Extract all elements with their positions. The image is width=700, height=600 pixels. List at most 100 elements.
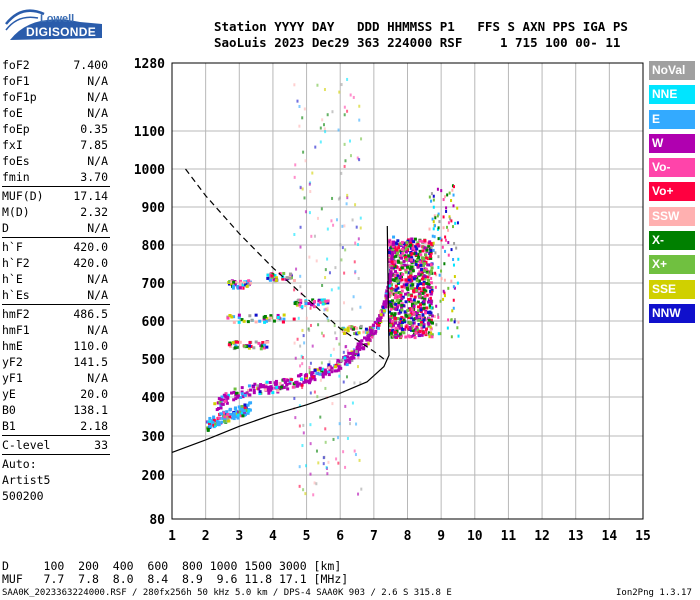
trace-point	[206, 420, 210, 424]
echo-point	[325, 465, 328, 469]
echo-point	[398, 254, 402, 258]
echo-point	[397, 246, 401, 250]
param-row: MUF(D) 17.14	[2, 188, 110, 204]
echo-point	[429, 271, 432, 275]
trace-point	[390, 260, 394, 264]
param-value: N/A	[87, 323, 108, 337]
echo-point	[340, 171, 343, 175]
echo-point	[434, 285, 437, 289]
echo-point	[417, 272, 421, 276]
echo-point	[420, 267, 424, 271]
trace-point	[353, 349, 357, 353]
echo-point	[410, 308, 414, 312]
echo-point	[390, 314, 394, 318]
echo-point	[429, 311, 433, 315]
scaled-parameters-panel: foF2 7.400 foF1 N/A foF1p N/A foE N/A foEp 0.35 fx…	[2, 57, 110, 504]
trace-point	[227, 419, 231, 423]
echo-point	[400, 315, 404, 319]
file-info: SAA0K_2023363224000.RSF / 280fx256h 50 k…	[2, 588, 452, 598]
echo-point	[331, 196, 334, 200]
trace-point	[366, 342, 370, 346]
param-row: yF2 141.5	[2, 354, 110, 370]
echo-point	[349, 154, 352, 158]
trace-point	[282, 377, 286, 381]
trace-point	[384, 299, 388, 303]
echo-point	[400, 285, 404, 289]
trace-point	[235, 409, 239, 413]
echo-point	[245, 284, 249, 288]
echo-point	[262, 346, 266, 350]
trace-point	[300, 377, 304, 381]
echo-point	[391, 263, 395, 267]
trace-point	[379, 310, 383, 314]
echo-point	[262, 317, 266, 321]
echo-point	[422, 288, 426, 292]
param-row: h`F 420.0	[2, 239, 110, 255]
param-value: N/A	[87, 90, 108, 104]
echo-point	[447, 318, 450, 322]
trace-point	[392, 235, 396, 239]
echo-point	[410, 265, 414, 269]
param-row: foF2 7.400	[2, 57, 110, 73]
trace-point	[237, 405, 241, 409]
echo-point	[428, 195, 431, 199]
echo-point	[414, 259, 418, 263]
echo-point	[411, 329, 415, 333]
trace-point	[286, 387, 290, 391]
echo-point	[353, 449, 356, 453]
trace-point	[240, 386, 244, 390]
echo-point	[404, 268, 408, 272]
echo-point	[316, 303, 320, 307]
echo-point	[431, 321, 435, 325]
legend-item-w: W	[649, 133, 695, 153]
echo-point	[231, 286, 235, 290]
echo-point	[453, 320, 456, 324]
echo-point	[391, 278, 395, 282]
echo-point	[326, 227, 329, 231]
trace-point	[236, 413, 240, 417]
echo-point	[298, 124, 301, 128]
echo-point	[248, 314, 252, 318]
param-row: foF1p N/A	[2, 89, 110, 105]
trace-point	[305, 379, 309, 383]
trace-point	[232, 390, 236, 394]
trace-point	[214, 422, 218, 426]
echo-point	[427, 300, 431, 304]
param-row: hmE 110.0	[2, 338, 110, 354]
param-value: N/A	[87, 371, 108, 385]
echo-point	[242, 319, 246, 323]
echo-point	[395, 251, 399, 255]
echo-point	[405, 314, 409, 318]
trace-point	[291, 385, 295, 389]
echo-point	[407, 327, 411, 331]
echo-point	[429, 302, 433, 306]
echo-point	[388, 321, 392, 325]
trace-point	[323, 368, 327, 372]
trace-point	[246, 411, 250, 415]
echo-point	[419, 321, 423, 325]
trace-point	[347, 358, 351, 362]
echo-point	[453, 241, 456, 245]
param-value: 110.0	[73, 339, 108, 353]
trace-point	[258, 385, 262, 389]
echo-point	[434, 271, 437, 275]
echo-point	[238, 286, 242, 290]
echo-point	[427, 317, 431, 321]
trace-point	[219, 406, 223, 410]
echo-point	[403, 285, 407, 289]
echo-point	[429, 299, 433, 303]
y-tick-label: 1280	[134, 57, 165, 72]
echo-point	[422, 299, 426, 303]
echo-point	[259, 347, 263, 351]
echo-point	[411, 267, 415, 271]
echo-point	[427, 311, 431, 315]
trace-point	[339, 366, 343, 370]
echo-point	[338, 422, 341, 426]
echo-point	[395, 329, 399, 333]
echo-point	[450, 219, 453, 223]
trace-point	[330, 370, 334, 374]
param-name: C-level	[2, 438, 51, 452]
echo-point	[304, 302, 308, 306]
echo-point	[405, 283, 409, 287]
echo-point	[453, 286, 456, 290]
